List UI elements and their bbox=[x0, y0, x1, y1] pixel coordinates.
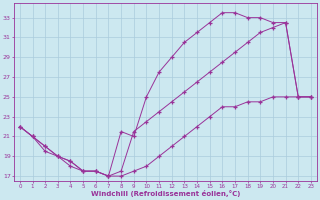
X-axis label: Windchill (Refroidissement éolien,°C): Windchill (Refroidissement éolien,°C) bbox=[91, 190, 240, 197]
